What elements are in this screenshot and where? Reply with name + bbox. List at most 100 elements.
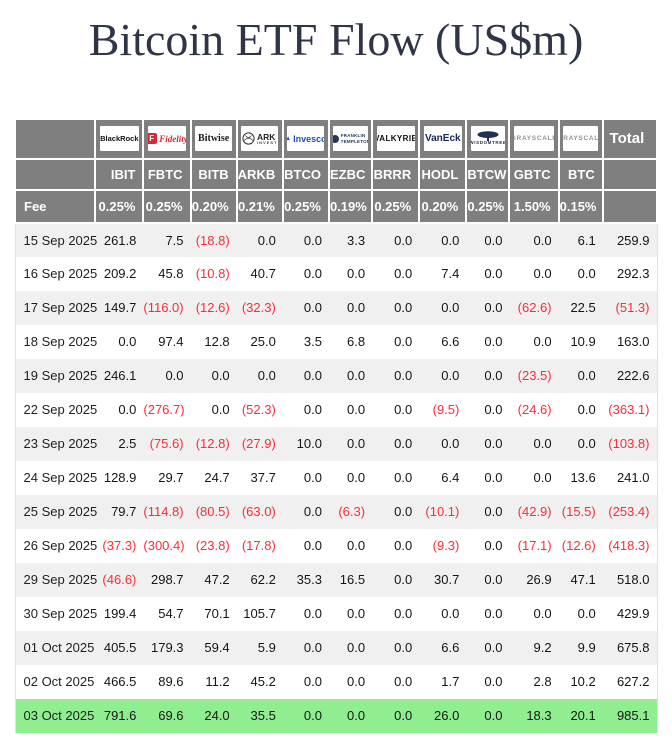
provider-logo-cell: Bitwise	[189, 117, 238, 160]
wisdomtree-tree-icon	[477, 131, 499, 142]
flow-value-cell: 26.9	[526, 572, 552, 588]
flow-value-cell: 6.6	[441, 334, 460, 350]
flow-value-cell: 13.6	[570, 470, 596, 486]
flow-value-cell: (15.5)	[561, 504, 596, 520]
provider-logo-cell: VanEck	[418, 117, 468, 160]
flow-value-cell: (32.3)	[241, 300, 276, 316]
flow-value-cell: 11.2	[205, 674, 230, 690]
logo-text: VanEck	[424, 133, 461, 145]
empty-header-cell	[601, 188, 659, 224]
flow-value-cell: 0.0	[211, 402, 230, 418]
flow-value-cell: (12.6)	[195, 300, 230, 316]
flow-value-cell: (37.3)	[102, 538, 137, 554]
fee-cell: 0.25%	[281, 188, 330, 224]
ticker-header: BRRR	[371, 157, 421, 191]
row-total-cell: 222.6	[602, 358, 658, 393]
flow-value-cell: 0.0	[577, 436, 596, 452]
flow-value-cell: (24.6)	[517, 402, 552, 418]
row-date: 30 Sep 2025	[14, 596, 97, 631]
ticker-header: FBTC	[142, 157, 192, 191]
ticker-header: HODL	[418, 157, 468, 191]
row-total-cell: 292.3	[602, 256, 658, 291]
table-row: 23 Sep 2025 2.5 (75.6) (12.8) (27.9) 10.0 0.0 0…	[14, 426, 658, 461]
flow-value-cell: 37.7	[250, 470, 276, 486]
ark-globe-icon	[242, 132, 255, 145]
flow-value-cell: 62.2	[250, 572, 276, 588]
flow-value-cell: 0.0	[347, 538, 366, 554]
ark-logo: ARK INVEST	[241, 126, 279, 152]
flow-value-cell: 24.0	[204, 708, 230, 724]
flow-value-cell: 0.0	[533, 436, 552, 452]
fee-cell: 0.21%	[235, 188, 284, 224]
flow-value-cell: 0.0	[484, 470, 503, 486]
flow-value-cell: (300.4)	[143, 538, 185, 554]
flow-value-cell: 0.0	[484, 368, 503, 384]
flow-value-cell: 45.8	[158, 266, 184, 282]
flow-value-cell: 70.1	[204, 606, 230, 622]
row-date: 26 Sep 2025	[14, 528, 97, 563]
row-date: 24 Sep 2025	[14, 460, 97, 495]
flow-value-cell: 791.6	[103, 708, 137, 724]
logo-text: WISDOMTREE	[470, 140, 505, 146]
row-total-cell: 241.0	[602, 460, 658, 495]
flow-value-cell: (114.8)	[143, 504, 184, 520]
flow-value-cell: 0.0	[303, 708, 322, 724]
flow-value-cell: 0.0	[347, 708, 366, 724]
flow-value-cell: 0.0	[394, 572, 413, 588]
row-date: 22 Sep 2025	[14, 392, 97, 427]
flow-value-cell: 97.4	[158, 334, 184, 350]
row-date: 17 Sep 2025	[14, 290, 97, 325]
flow-value-cell: 0.0	[165, 368, 184, 384]
fee-cell: 0.20%	[189, 188, 238, 224]
provider-logo-cell: FRANKLIN TEMPLETON	[327, 117, 374, 160]
flow-value-cell: 199.4	[103, 606, 137, 622]
bitwise-logo: Bitwise	[195, 126, 233, 152]
table-row: 02 Oct 2025 466.5 89.6 11.2 45.2 0.0 0.0 0.0 1.7…	[14, 664, 658, 699]
logo-text: ARK	[257, 131, 276, 142]
row-date: 18 Sep 2025	[14, 324, 97, 359]
logo-text: BlackRock	[100, 134, 139, 144]
table-row: 16 Sep 2025 209.2 45.8 (10.8) 40.7 0.0 0.0 0.0 7…	[14, 256, 658, 291]
flow-value-cell: 0.0	[484, 402, 503, 418]
flow-value-cell: 0.0	[441, 436, 460, 452]
flow-value-cell: 0.0	[484, 538, 503, 554]
flow-value-cell: 0.0	[441, 232, 460, 248]
flow-value-cell: 0.0	[118, 402, 137, 418]
flow-value-cell: (12.8)	[195, 436, 230, 452]
table-row: 01 Oct 2025 405.5 179.3 59.4 5.9 0.0 0.0 0.0 6.6…	[14, 630, 658, 665]
flow-value-cell: 7.4	[441, 266, 460, 282]
flow-value-cell: 6.6	[441, 640, 460, 656]
flow-value-cell: (9.3)	[432, 538, 460, 554]
flow-value-cell: 6.8	[347, 334, 366, 350]
provider-logo-cell: ▲ Invesco	[281, 117, 330, 160]
logo-text: Fidelity	[159, 133, 187, 144]
flow-value-cell: (116.0)	[143, 300, 184, 316]
flow-value-cell: 0.0	[347, 266, 366, 282]
flow-value-cell: 0.0	[257, 368, 276, 384]
table-row: 18 Sep 2025 0.0 97.4 12.8 25.0 3.5 6.8 0.0 6.6 0.…	[14, 324, 658, 359]
provider-logo-cell: GRAYSCALE	[508, 117, 560, 160]
flow-value-cell: 10.9	[570, 334, 596, 350]
flow-value-cell: 79.7	[111, 504, 137, 520]
flow-value-cell: 0.0	[394, 368, 413, 384]
flow-value-cell: 2.5	[118, 436, 137, 452]
flow-value-cell: 0.0	[347, 674, 366, 690]
flow-value-cell: 0.0	[394, 470, 413, 486]
flow-value-cell: (276.7)	[143, 402, 185, 418]
flow-value-cell: 0.0	[533, 470, 552, 486]
logo-text: FRANKLIN	[340, 133, 366, 139]
flow-value-cell: 0.0	[577, 368, 596, 384]
flow-value-cell: 0.0	[394, 436, 413, 452]
flow-value-cell: 0.0	[394, 300, 413, 316]
table-row: 17 Sep 2025 149.7 (116.0) (12.6) (32.3) 0.0 0.…	[14, 290, 658, 325]
table-row: 30 Sep 2025 199.4 54.7 70.1 105.7 0.0 0.0 0.0 0.…	[14, 596, 658, 631]
flow-value-cell: 0.0	[484, 640, 503, 656]
flow-value-cell: 105.7	[243, 606, 276, 622]
flow-value-cell: 47.1	[570, 572, 596, 588]
fee-row: Fee 0.25% 0.25% 0.20% 0.21% 0.25% 0.19% 0.25% 0…	[13, 188, 659, 224]
flow-value-cell: 0.0	[577, 266, 596, 282]
provider-logo-cell: WISDOMTREE	[465, 117, 511, 160]
logo-text: Invesco	[293, 133, 325, 144]
flow-value-cell: 0.0	[484, 674, 503, 690]
row-total-cell: 163.0	[602, 324, 658, 359]
